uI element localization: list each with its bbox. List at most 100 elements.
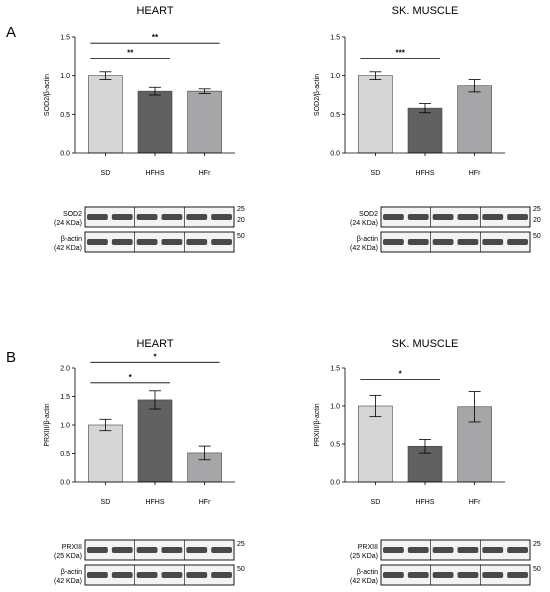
significance-label: ** [152, 33, 159, 42]
panel-label-a: A [6, 24, 16, 41]
bar-sd [358, 405, 393, 483]
blot-0: SOD2 (24 KDa) 25 20 β-actin (42 KDa) 50 [54, 206, 245, 253]
blot-protein-label: SOD2 [63, 211, 82, 218]
y-tick-label: 0.0 [60, 151, 70, 158]
y-tick-label: 0.0 [60, 480, 70, 487]
bar-hfr [457, 85, 492, 154]
blot-band [482, 214, 504, 220]
y-tick-label: 2.0 [60, 366, 70, 373]
blot-weight-label: (25 KDa) [350, 553, 378, 560]
blot-band [87, 214, 108, 220]
blot-marker: 50 [533, 233, 541, 240]
bar-sd [88, 75, 123, 154]
x-tick-label: HFHS [145, 170, 164, 177]
chart-title: HEART [136, 5, 173, 17]
blot-band [136, 239, 158, 245]
y-tick-label: 1.5 [330, 366, 340, 373]
blot-band [383, 547, 404, 553]
x-tick-label: SD [371, 170, 381, 177]
y-tick-label: 0.5 [60, 112, 70, 119]
blot-band [407, 547, 429, 553]
blot-strip [380, 231, 531, 253]
blot-protein-label: PRXIII [62, 544, 82, 551]
blot-protein-label: β-actin [61, 569, 82, 576]
x-tick-label: HFr [469, 170, 481, 177]
blot-band [87, 239, 108, 245]
panel-label-b: B [6, 349, 16, 366]
blot-band [457, 214, 479, 220]
blot-marker: 25 [533, 541, 541, 548]
blot-strip [84, 231, 235, 253]
y-tick-label: 1.0 [330, 73, 340, 80]
y-tick-label: 0.5 [330, 112, 340, 119]
blot-marker: 25 [237, 541, 245, 548]
blot-protein-label: PRXIII [358, 544, 378, 551]
y-tick-label: 1.0 [60, 73, 70, 80]
blot-band [407, 239, 429, 245]
blot-band [111, 239, 133, 245]
y-axis-label: PRXIII/β-actin [314, 403, 321, 446]
blot-3: PRXIII (25 KDa) 25 β-actin (42 KDa) 50 [350, 539, 541, 586]
blot-weight-label: (24 KDa) [350, 220, 378, 227]
blot-marker: 20 [237, 217, 245, 224]
blot-band [457, 239, 479, 245]
y-axis-label: PRXIII/β-actin [44, 403, 51, 446]
y-tick-label: 0.5 [330, 442, 340, 449]
blot-marker: 25 [237, 206, 245, 213]
blot-band [211, 239, 232, 245]
y-tick-label: 0.5 [60, 451, 70, 458]
blot-band [432, 547, 454, 553]
blot-band [211, 572, 232, 578]
bar-hfhs [137, 399, 173, 483]
blot-weight-label: (42 KDa) [350, 578, 378, 585]
blot-band [136, 214, 158, 220]
x-tick-label: HFr [199, 170, 211, 177]
y-tick-label: 1.5 [60, 394, 70, 401]
blot-marker: 50 [237, 233, 245, 240]
blot-weight-label: (42 KDa) [54, 245, 82, 252]
y-tick-label: 0.0 [330, 480, 340, 487]
y-tick-label: 1.0 [60, 423, 70, 430]
x-tick-label: HFHS [415, 170, 434, 177]
blot-band [136, 572, 158, 578]
blot-band [432, 214, 454, 220]
blot-strip [380, 206, 531, 228]
blot-band [457, 547, 479, 553]
blot-band [161, 214, 183, 220]
x-tick-label: HFr [469, 499, 481, 506]
x-tick-label: SD [371, 499, 381, 506]
blot-band [432, 572, 454, 578]
blot-marker: 25 [533, 206, 541, 213]
y-tick-label: 1.5 [60, 35, 70, 42]
blot-band [211, 214, 232, 220]
blot-band [383, 239, 404, 245]
significance-label: * [399, 369, 403, 378]
blot-strip [84, 206, 235, 228]
x-tick-label: HFr [199, 499, 211, 506]
blot-band [186, 214, 208, 220]
blot-weight-label: (42 KDa) [350, 245, 378, 252]
blot-2: PRXIII (25 KDa) 25 β-actin (42 KDa) 50 [54, 539, 245, 586]
blot-marker: 20 [533, 217, 541, 224]
blot-band [186, 239, 208, 245]
x-tick-label: SD [101, 499, 111, 506]
blot-band [482, 547, 504, 553]
significance-label: *** [396, 49, 406, 58]
y-tick-label: 1.5 [330, 35, 340, 42]
x-tick-label: HFHS [415, 499, 434, 506]
chart-3: SK. MUSCLE PRXIII/β-actin 0.0 0.5 1.0 1.5 SD HF… [314, 338, 505, 506]
blot-band [161, 547, 183, 553]
blot-band [186, 547, 208, 553]
blot-weight-label: (24 KDa) [54, 220, 82, 227]
blot-band [211, 547, 232, 553]
blot-strip [84, 564, 235, 586]
blot-band [407, 572, 429, 578]
chart-title: HEART [136, 338, 173, 350]
blot-band [507, 239, 528, 245]
y-tick-label: 0.0 [330, 151, 340, 158]
bar-sd [88, 424, 123, 483]
blot-band [111, 572, 133, 578]
blot-band [161, 572, 183, 578]
chart-title: SK. MUSCLE [392, 5, 459, 17]
